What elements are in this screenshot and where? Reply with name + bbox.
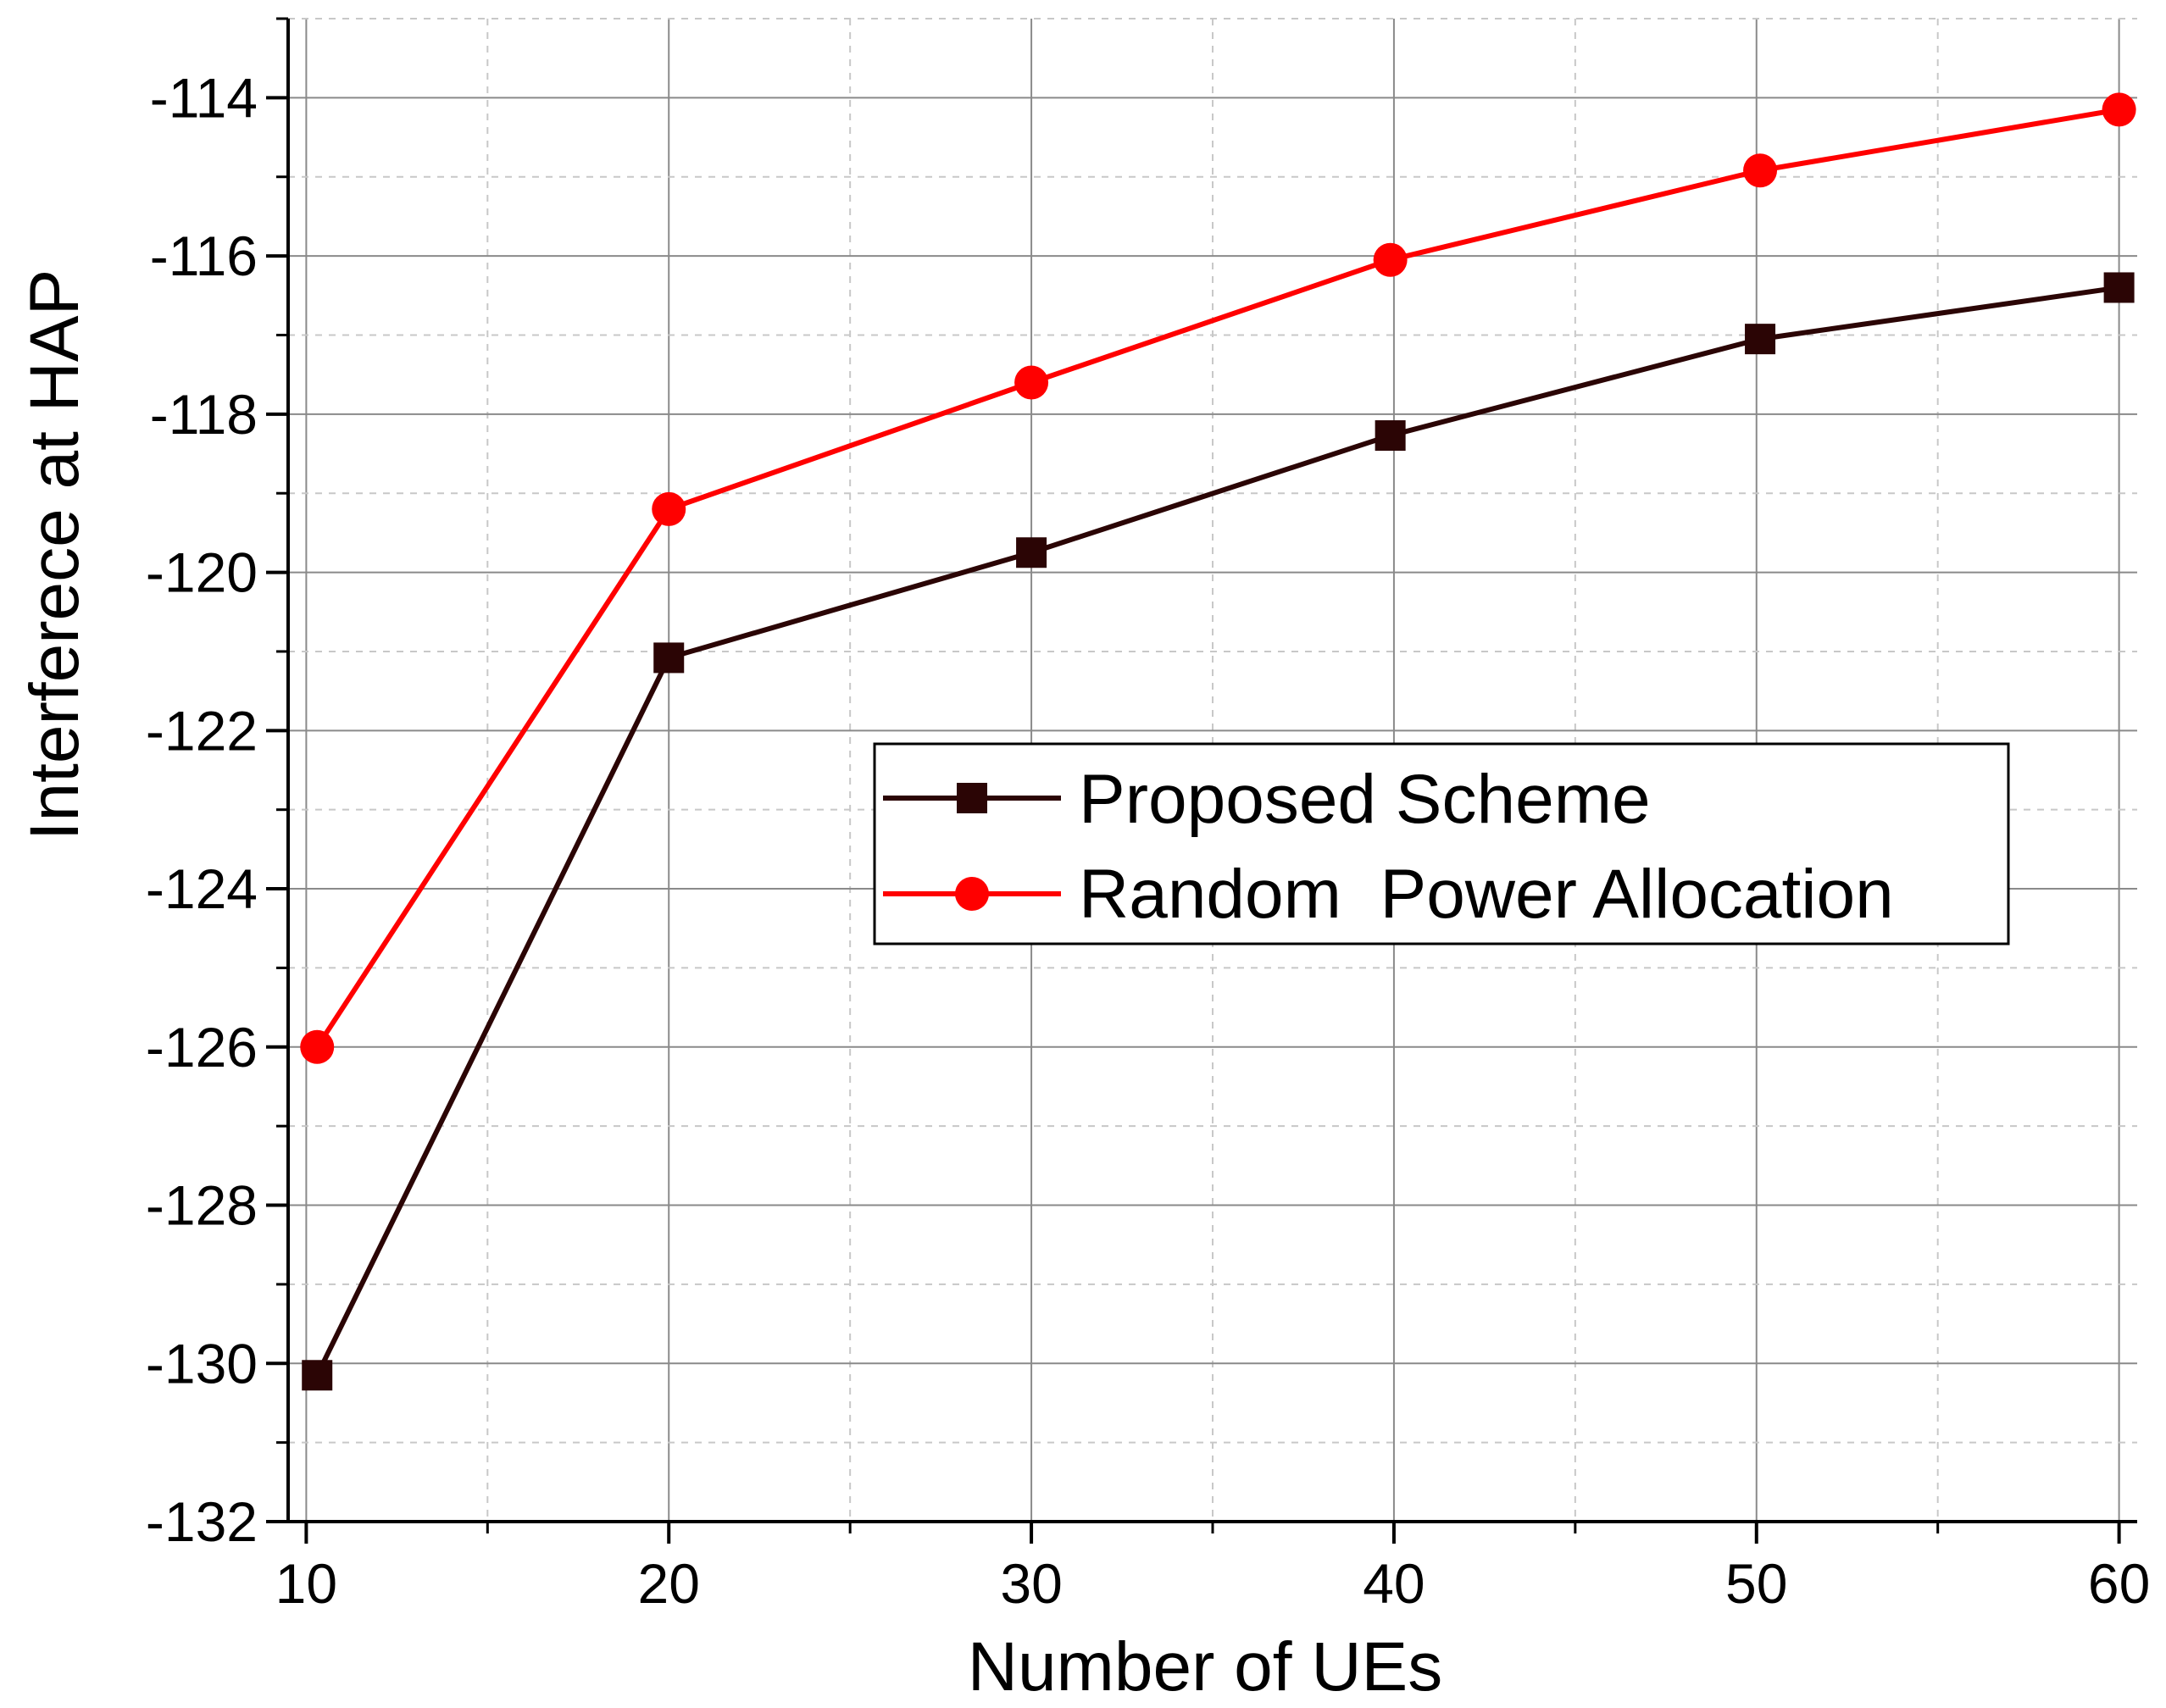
y-tick-label: -132: [146, 1490, 258, 1553]
data-point-proposed: [1745, 324, 1776, 355]
x-tick-label: 40: [1363, 1552, 1425, 1615]
legend-label-proposed: Proposed Scheme: [1079, 761, 1651, 838]
data-point-proposed: [2103, 272, 2135, 303]
series-line-proposed: [314, 285, 2120, 1377]
legend: Proposed Scheme Random Power Allocation: [873, 742, 2010, 946]
data-point-random: [652, 491, 686, 526]
x-tick-label: 20: [638, 1552, 700, 1615]
y-axis-title: Interferece at HAP: [16, 269, 93, 841]
y-tick-label: -120: [146, 541, 258, 604]
data-point-proposed: [302, 1360, 333, 1391]
x-tick-label: 30: [1000, 1552, 1062, 1615]
legend-box: [873, 742, 2010, 946]
legend-marker-random: [955, 877, 989, 911]
data-point-random: [300, 1029, 335, 1064]
data-point-random: [1014, 365, 1049, 400]
data-point-random: [2102, 92, 2136, 127]
series-layer: [300, 92, 2136, 1391]
series-line-random: [314, 107, 2120, 1049]
y-tick-label: -116: [150, 225, 258, 287]
data-point-proposed: [1375, 420, 1406, 452]
x-tick-label: 10: [275, 1552, 337, 1615]
data-point-random: [1743, 153, 1778, 188]
legend-marker-proposed: [957, 783, 987, 813]
legend-label-random: Random Power Allocation: [1079, 856, 1894, 933]
data-point-proposed: [1016, 537, 1047, 568]
x-tick-label: 60: [2088, 1552, 2150, 1615]
x-tick-label: 50: [1725, 1552, 1787, 1615]
y-tick-label: -124: [146, 857, 258, 920]
x-axis-title: Number of UEs: [968, 1628, 1443, 1705]
y-tick-label: -130: [146, 1332, 258, 1395]
data-point-random: [1373, 242, 1408, 277]
y-tick-label: -114: [150, 66, 258, 129]
data-point-proposed: [653, 642, 685, 674]
y-tick-label: -122: [146, 699, 258, 762]
ticks: -114 -116 -118 -120 -122 -124 -126 -128 -130 -132…: [146, 17, 2150, 1615]
y-tick-label: -126: [146, 1016, 258, 1079]
y-tick-label: -128: [146, 1174, 258, 1237]
y-tick-label: -118: [150, 383, 258, 446]
